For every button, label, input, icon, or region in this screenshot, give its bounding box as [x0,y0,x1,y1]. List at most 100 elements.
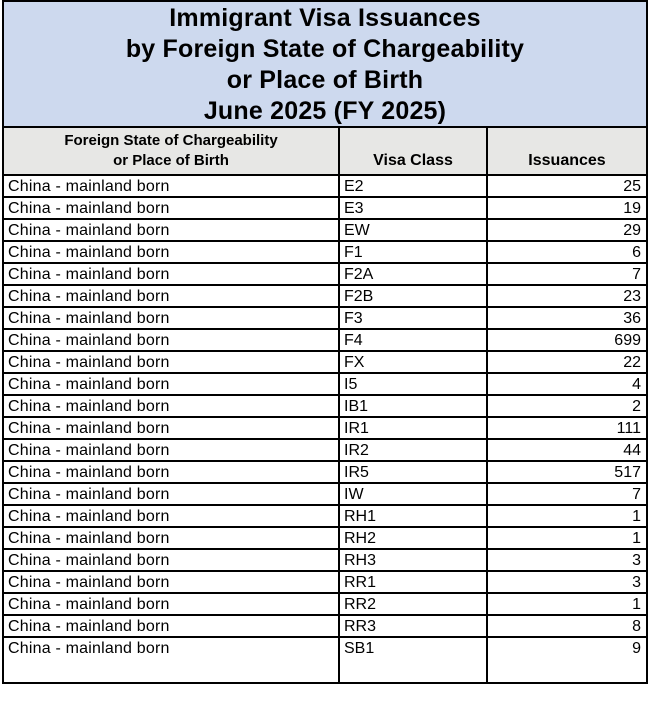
table-row: China - mainland born E3 19 [4,198,646,220]
visa-class-cell: I5 [340,374,488,394]
visa-class-cell: RH2 [340,528,488,548]
visa-class-cell: SB1 [340,638,488,660]
state-cell: China - mainland born [4,352,340,372]
issuances-cell: 19 [623,200,641,217]
table-row: China - mainland born E2 25 [4,176,646,198]
state-cell: China - mainland born [4,528,340,548]
title-block: Immigrant Visa Issuances by Foreign Stat… [4,2,646,128]
issuances-cell: 7 [632,266,641,283]
issuances-cell [488,660,646,682]
state-cell: China - mainland born [4,616,340,636]
visa-issuances-table: Immigrant Visa Issuances by Foreign Stat… [2,0,648,684]
visa-class-cell: FX [340,352,488,372]
issuances-cell: 3 [632,574,641,591]
column-header-visa-class-label: Visa Class [373,152,453,169]
table-row: China - mainland born IB1 2 [4,396,646,418]
state-cell: China - mainland born [4,308,340,328]
table-row: China - mainland born RH2 1 [4,528,646,550]
state-cell: China - mainland born [4,176,340,196]
state-cell: China - mainland born [4,440,340,460]
table-row: China - mainland born RR1 3 [4,572,646,594]
state-cell: China - mainland born [4,198,340,218]
issuances-cell: 29 [623,222,641,239]
issuances-cell: 23 [623,288,641,305]
column-header-row: Foreign State of Chargeability or Place … [4,128,646,176]
state-cell: China - mainland born [4,638,340,660]
state-cell: China - mainland born [4,572,340,592]
table-row: China - mainland born IR5 517 [4,462,646,484]
issuances-cell: 6 [632,244,641,261]
visa-class-cell: F3 [340,308,488,328]
issuances-cell: 699 [614,332,641,349]
issuances-cell: 517 [614,464,641,481]
issuances-cell: 22 [623,354,641,371]
issuances-cell: 1 [632,596,641,613]
state-cell: China - mainland born [4,396,340,416]
visa-class-cell: RH1 [340,506,488,526]
state-cell: China - mainland born [4,330,340,350]
state-cell: China - mainland born [4,484,340,504]
issuances-cell: 44 [623,442,641,459]
title-line-1: Immigrant Visa Issuances [169,4,481,32]
state-cell: China - mainland born [4,550,340,570]
table-row-partial [4,660,646,682]
visa-class-cell: RR1 [340,572,488,592]
visa-class-cell: E2 [340,176,488,196]
table-row: China - mainland born I5 4 [4,374,646,396]
state-cell: China - mainland born [4,374,340,394]
state-cell: China - mainland born [4,286,340,306]
state-cell: China - mainland born [4,418,340,438]
table-row: China - mainland born FX 22 [4,352,646,374]
state-cell: China - mainland born [4,220,340,240]
visa-class-cell: EW [340,220,488,240]
issuances-cell: 1 [632,530,641,547]
issuances-cell: 25 [623,178,641,195]
table-row: China - mainland born F2A 7 [4,264,646,286]
issuances-cell: 8 [632,618,641,635]
state-cell: China - mainland born [4,594,340,614]
visa-class-cell: RR2 [340,594,488,614]
visa-class-cell: RR3 [340,616,488,636]
visa-class-cell: IW [340,484,488,504]
issuances-cell: 9 [632,640,641,657]
table-row: China - mainland born IR1 111 [4,418,646,440]
table-row: China - mainland born F1 6 [4,242,646,264]
table-row: China - mainland born F3 36 [4,308,646,330]
visa-class-cell: F2B [340,286,488,306]
issuances-cell: 7 [632,486,641,503]
table-row: China - mainland born RR3 8 [4,616,646,638]
issuances-cell: 111 [616,420,641,437]
column-header-state-line2: or Place of Birth [113,152,229,169]
visa-class-cell: IB1 [340,396,488,416]
column-header-state-line1: Foreign State of Chargeability [64,132,278,149]
visa-class-cell: IR5 [340,462,488,482]
visa-class-cell: RH3 [340,550,488,570]
title-line-3: or Place of Birth [226,66,424,94]
visa-class-cell: F4 [340,330,488,350]
table-row: China - mainland born RH1 1 [4,506,646,528]
column-header-visa-class: Visa Class [340,128,488,174]
table-row: China - mainland born IW 7 [4,484,646,506]
column-header-state: Foreign State of Chargeability or Place … [4,128,340,174]
state-cell [4,660,340,682]
table-row: China - mainland born F4 699 [4,330,646,352]
table-row: China - mainland born RR2 1 [4,594,646,616]
state-cell: China - mainland born [4,462,340,482]
state-cell: China - mainland born [4,506,340,526]
state-cell: China - mainland born [4,264,340,284]
title-line-2: by Foreign State of Chargeability [125,35,525,63]
visa-class-cell: E3 [340,198,488,218]
visa-class-cell: F1 [340,242,488,262]
visa-class-cell: IR1 [340,418,488,438]
table-row: China - mainland born SB1 9 [4,638,646,660]
title-line-4: June 2025 (FY 2025) [203,97,447,125]
visa-class-cell: IR2 [340,440,488,460]
table-row: China - mainland born EW 29 [4,220,646,242]
column-header-issuances-label: Issuances [528,152,606,169]
issuances-cell: 2 [632,398,641,415]
column-header-issuances: Issuances [488,128,646,174]
state-cell: China - mainland born [4,242,340,262]
issuances-cell: 1 [632,508,641,525]
issuances-cell: 4 [632,376,641,393]
table-row: China - mainland born IR2 44 [4,440,646,462]
